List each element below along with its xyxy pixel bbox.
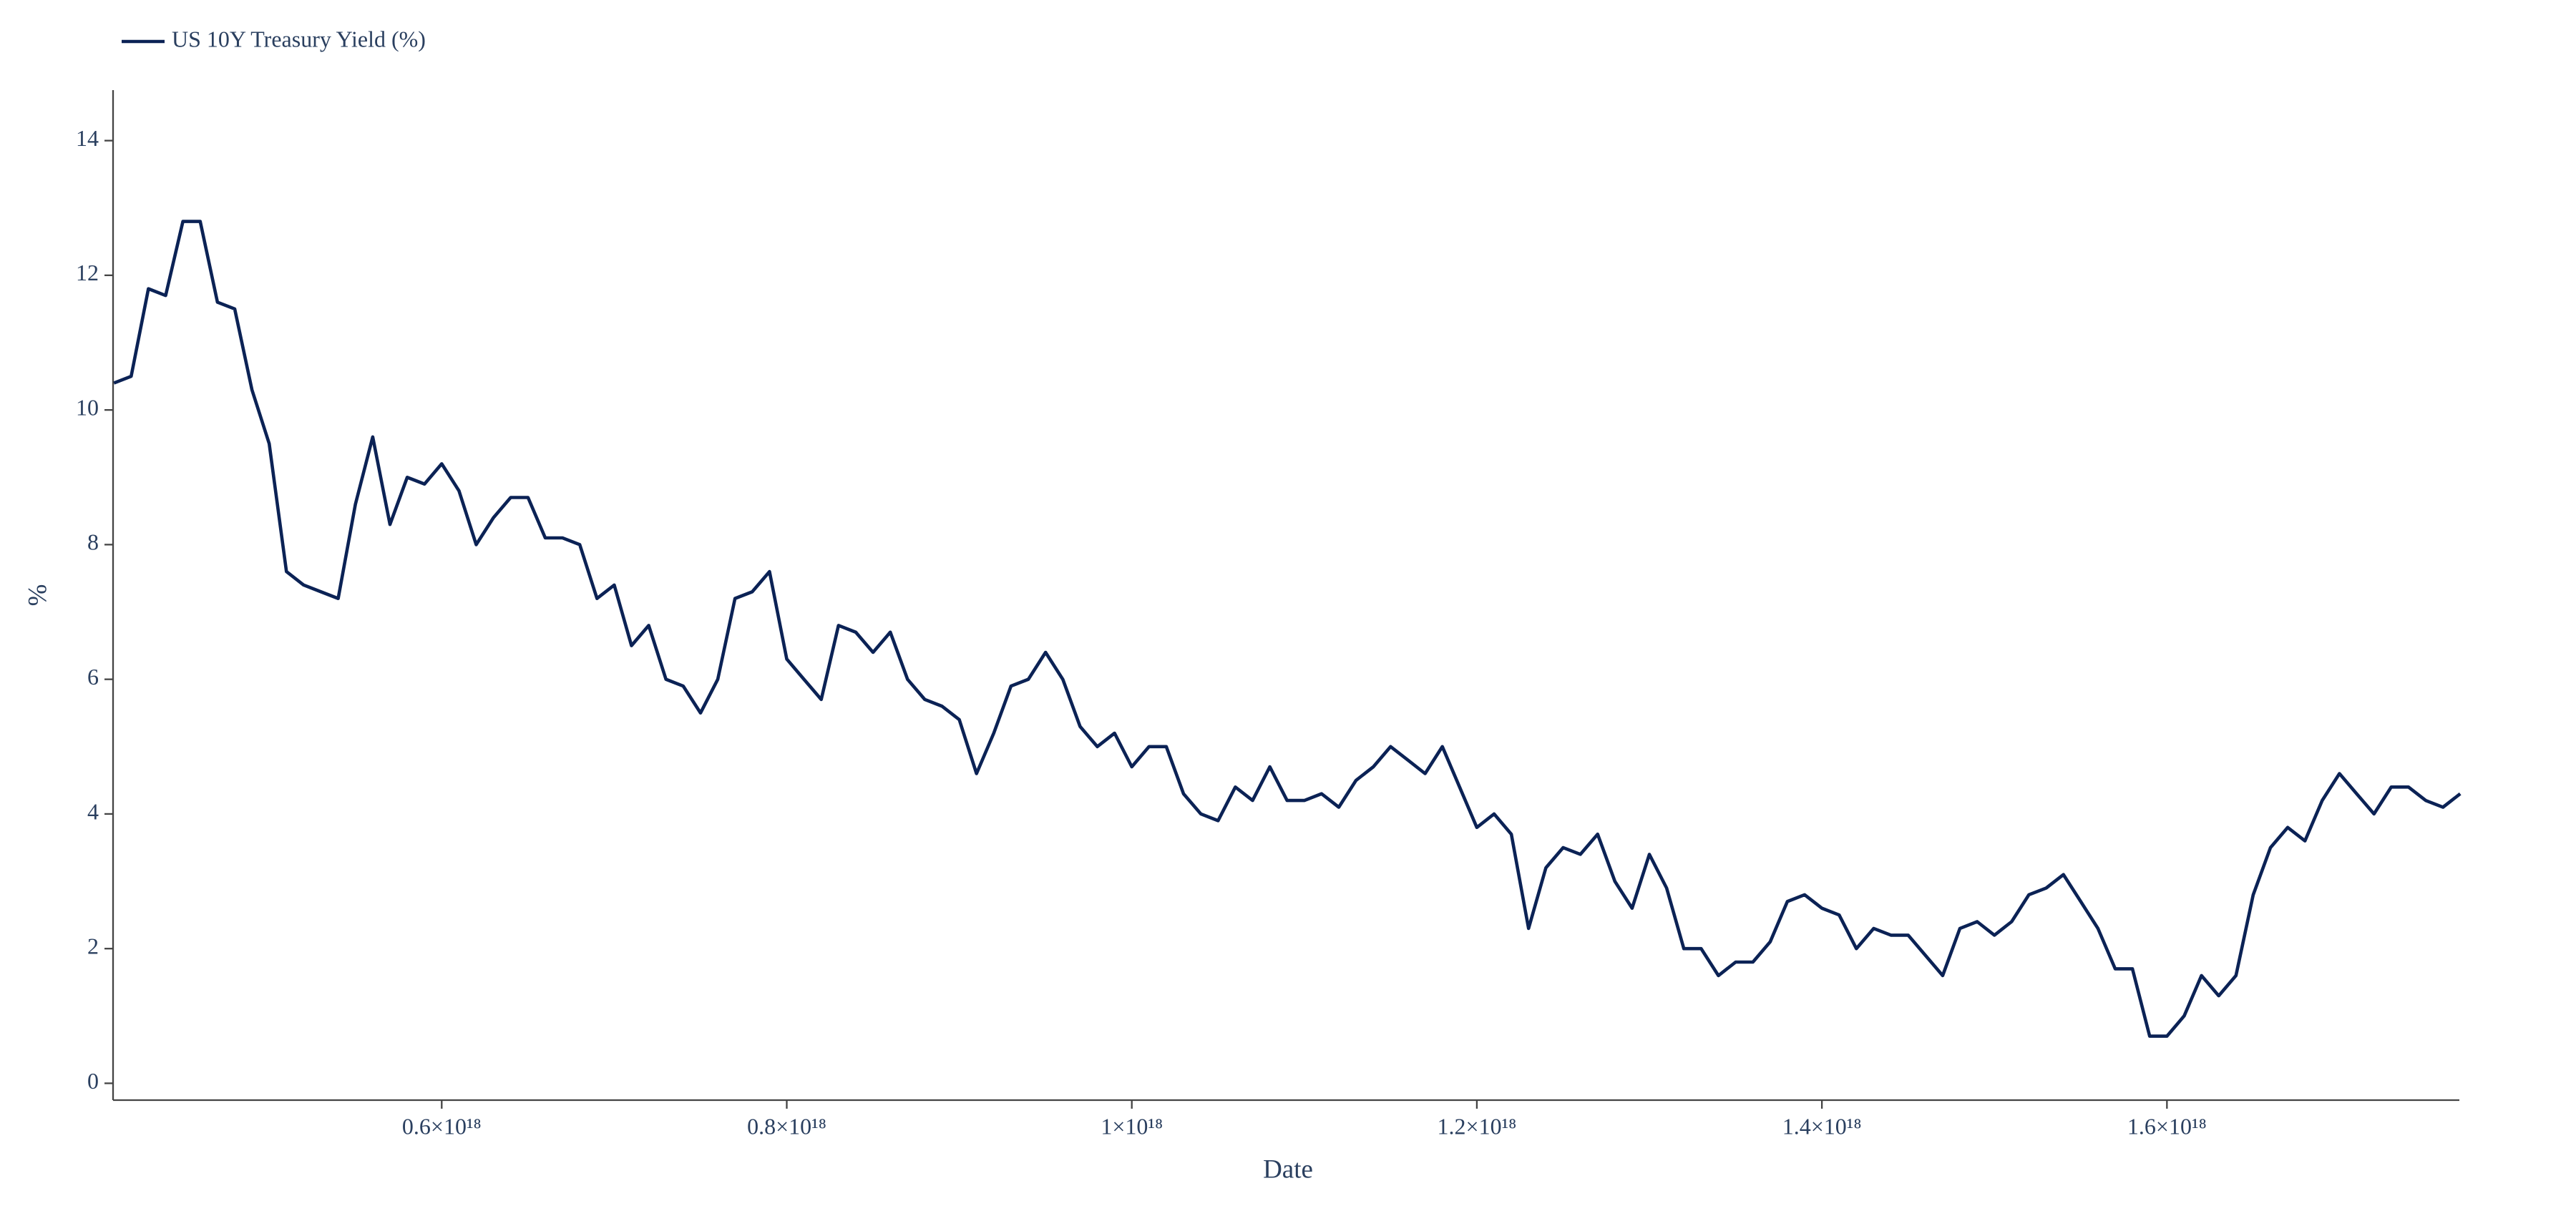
y-tick-label: 10 (76, 394, 99, 420)
y-tick-label: 14 (76, 125, 99, 151)
y-tick-label: 12 (76, 260, 99, 285)
x-tick-label: 1×10¹⁸ (1101, 1113, 1163, 1139)
y-tick-label: 6 (87, 664, 99, 690)
y-tick-label: 0 (87, 1068, 99, 1094)
y-tick-label: 8 (87, 529, 99, 555)
x-axis-title: Date (1263, 1154, 1313, 1184)
y-axis-title: % (23, 584, 52, 607)
x-tick-label: 0.6×10¹⁸ (402, 1113, 482, 1139)
y-tick-label: 2 (87, 933, 99, 959)
x-tick-label: 1.6×10¹⁸ (2127, 1113, 2207, 1139)
series-line (113, 220, 2462, 1038)
y-tick-label: 4 (87, 798, 99, 824)
legend-label: US 10Y Treasury Yield (%) (172, 26, 426, 52)
x-tick-label: 1.2×10¹⁸ (1438, 1113, 1517, 1139)
x-tick-label: 0.8×10¹⁸ (747, 1113, 826, 1139)
x-tick-label: 1.4×10¹⁸ (1782, 1113, 1862, 1139)
